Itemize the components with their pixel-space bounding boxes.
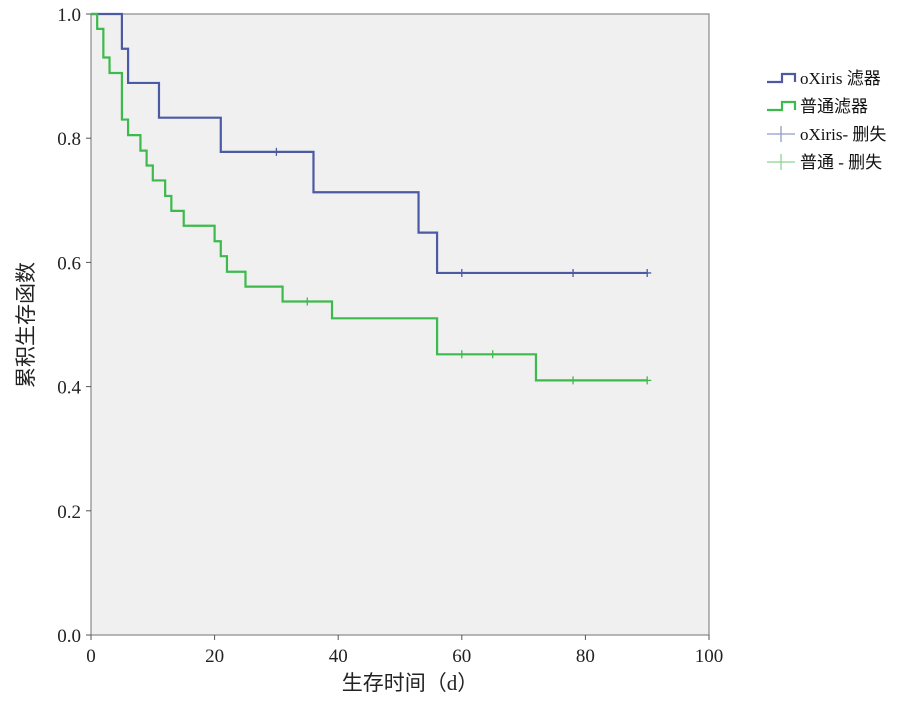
y-tick-label: 1.0: [57, 5, 81, 26]
legend-label: 普通滤器: [800, 97, 868, 116]
censor-mark: [569, 268, 578, 277]
censor-mark: [643, 268, 652, 277]
legend-step-icon: [767, 100, 797, 112]
x-tick-label: 60: [452, 646, 471, 667]
x-tick-label: 100: [695, 646, 724, 667]
y-tick-label: 0.4: [57, 378, 81, 399]
survival-curve-oxiris: [91, 12, 648, 275]
plot-area: [90, 13, 710, 636]
y-tick-label: 0.0: [57, 626, 81, 647]
censor-mark: [643, 376, 652, 385]
legend-step-icon: [767, 72, 797, 84]
y-tick-label: 0.2: [57, 502, 81, 523]
legend-label: oXiris- 删失: [800, 125, 886, 144]
y-axis-label: 累积生存函数: [14, 262, 38, 388]
x-tick-label: 80: [576, 646, 595, 667]
x-axis-label: 生存时间（d）: [342, 671, 479, 695]
censor-mark: [272, 147, 281, 156]
legend-censor-icon: [767, 154, 795, 170]
legend-label: oXiris 滤器: [800, 69, 881, 88]
legend-censor-icon: [767, 126, 795, 142]
x-tick-label: 0: [86, 646, 96, 667]
censor-mark: [569, 376, 578, 385]
censor-mark: [457, 350, 466, 359]
x-tick-label: 20: [205, 646, 224, 667]
censor-mark: [303, 297, 312, 306]
legend-label: 普通 - 删失: [800, 153, 882, 172]
censor-mark: [457, 268, 466, 277]
x-tick-label: 40: [329, 646, 348, 667]
censor-mark: [488, 350, 497, 359]
y-tick-label: 0.8: [57, 129, 81, 150]
y-tick-label: 0.6: [57, 253, 81, 274]
